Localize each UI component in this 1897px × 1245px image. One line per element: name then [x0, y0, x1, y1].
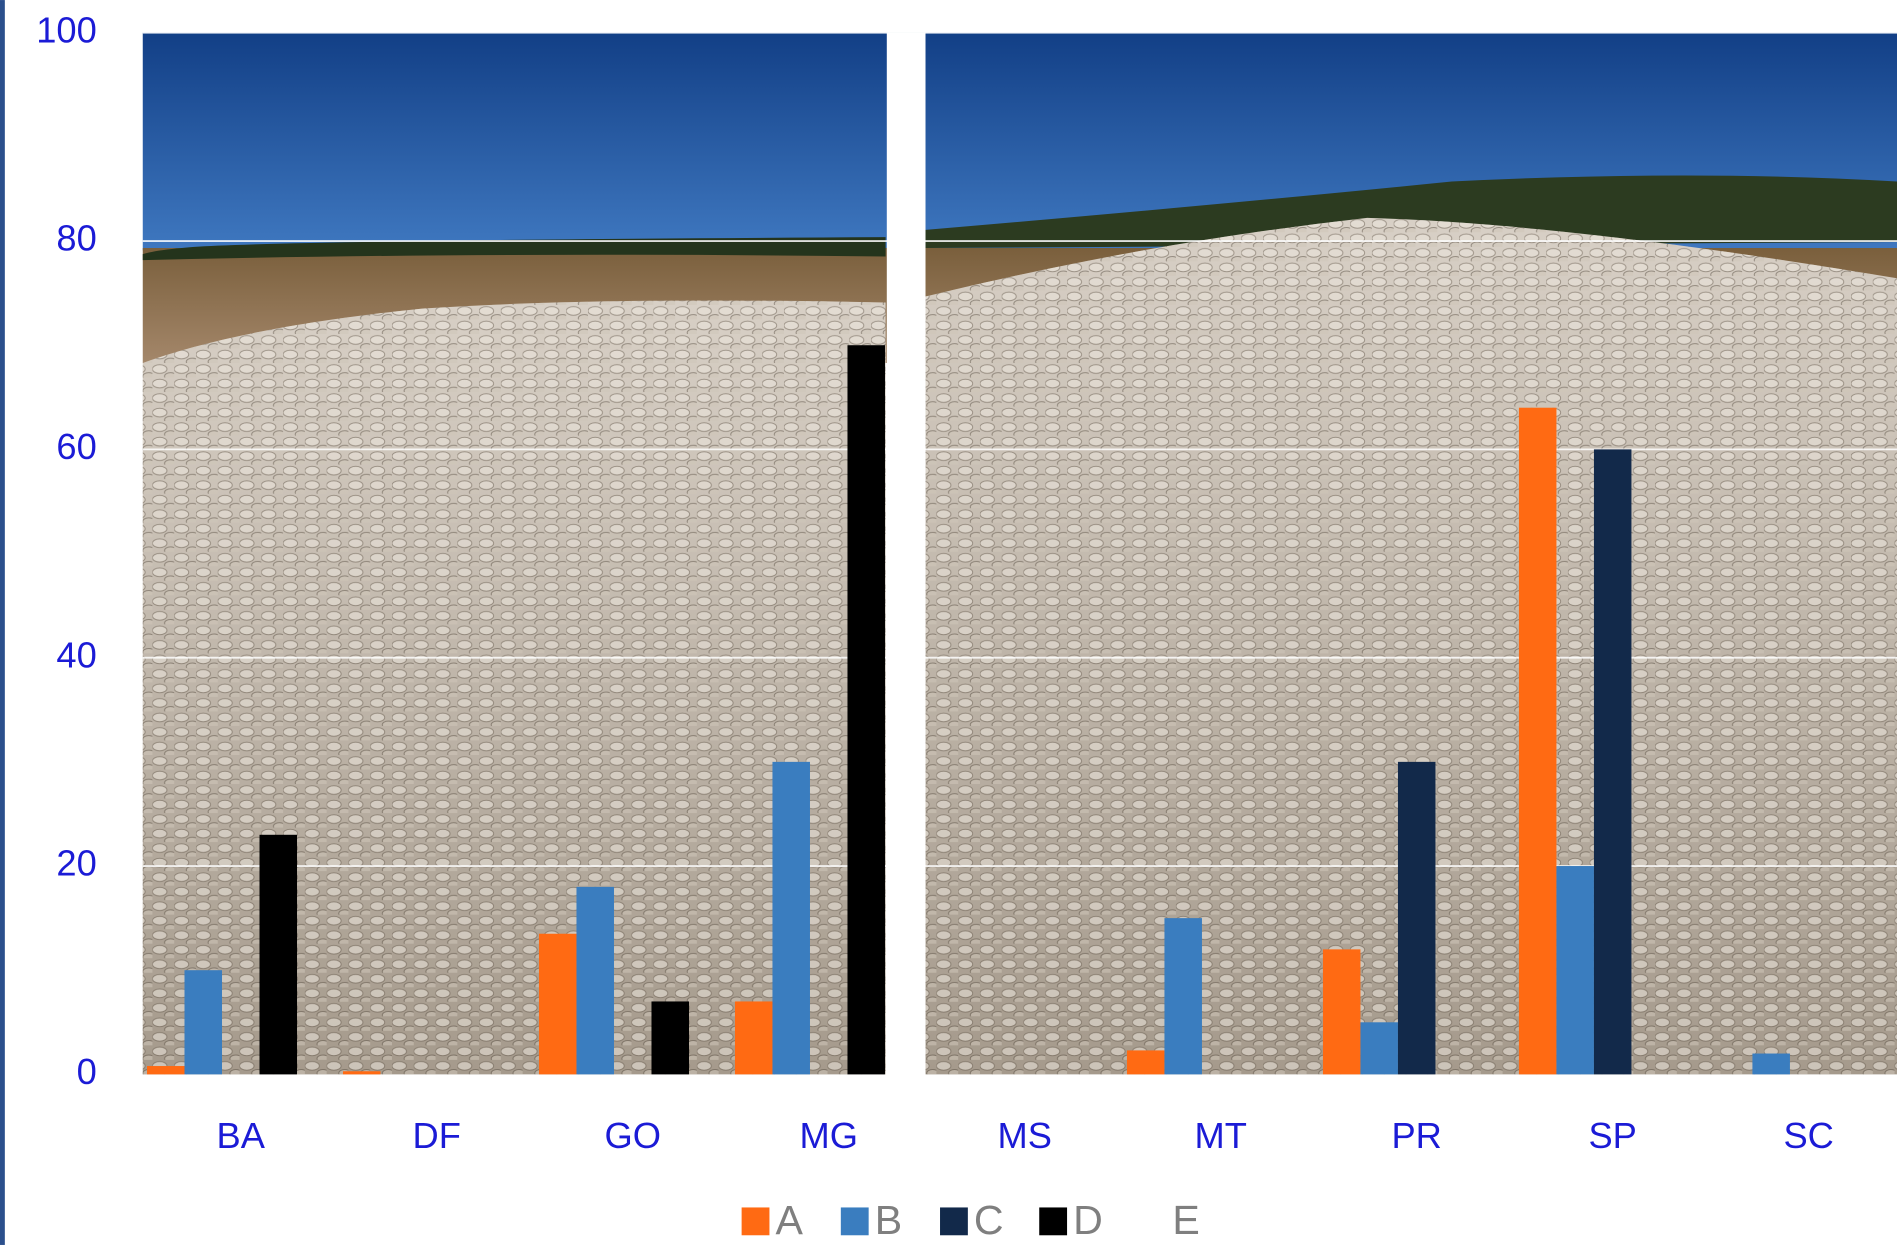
legend-swatch: [940, 1207, 968, 1236]
legend-label: E: [1172, 1197, 1199, 1243]
bar: [847, 345, 885, 1075]
legend-label: A: [775, 1197, 803, 1243]
bar: [651, 1001, 689, 1075]
y-tick-label: 100: [36, 9, 97, 50]
y-tick-label: 40: [56, 634, 96, 675]
bar: [1360, 1022, 1398, 1075]
x-tick-label: MS: [998, 1115, 1052, 1156]
legend-label: C: [974, 1197, 1004, 1243]
bar: [772, 761, 810, 1075]
bar: [1752, 1053, 1790, 1075]
legend-swatch: [741, 1207, 770, 1236]
y-tick-label: 20: [56, 843, 96, 884]
legend-label: B: [875, 1197, 902, 1243]
x-tick-label: SP: [1588, 1115, 1636, 1156]
bar: [1322, 949, 1361, 1075]
bar: [1397, 761, 1436, 1075]
y-tick-label: 80: [56, 218, 96, 259]
bar: [342, 1071, 381, 1075]
x-tick-label: BA: [217, 1115, 266, 1156]
bar: [1518, 407, 1557, 1075]
legend-swatch: [1138, 1207, 1167, 1236]
bar: [184, 970, 223, 1075]
bar: [1164, 918, 1202, 1075]
x-tick-label: GO: [605, 1115, 661, 1156]
y-tick-label: 60: [56, 426, 96, 467]
bar: [259, 834, 298, 1075]
legend-swatch: [840, 1207, 869, 1236]
x-tick-label: DF: [413, 1115, 461, 1156]
plot-background: [142, 32, 1897, 1076]
x-tick-label: PR: [1391, 1115, 1441, 1156]
bar: [576, 886, 614, 1075]
bar: [1126, 1050, 1165, 1075]
bar: [1556, 866, 1594, 1075]
y-tick-label: 0: [77, 1051, 97, 1092]
bar: [538, 933, 577, 1075]
x-tick-label: MG: [800, 1115, 858, 1156]
left-border: [0, 0, 5, 1245]
legend-label: D: [1073, 1197, 1103, 1243]
x-tick-label: SC: [1783, 1115, 1833, 1156]
bar: [146, 1066, 185, 1075]
bar: [734, 1001, 773, 1075]
x-tick-label: MT: [1195, 1115, 1247, 1156]
bar: [1593, 449, 1632, 1075]
legend-swatch: [1039, 1207, 1068, 1236]
